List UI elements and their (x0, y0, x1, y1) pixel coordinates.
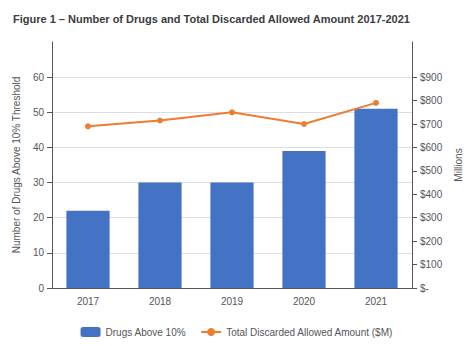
svg-text:Millions: Millions (453, 148, 464, 181)
svg-text:30: 30 (33, 177, 45, 188)
svg-text:$500: $500 (420, 165, 443, 176)
svg-text:2018: 2018 (149, 296, 172, 307)
svg-text:10: 10 (33, 247, 45, 258)
svg-text:$100: $100 (420, 259, 443, 270)
svg-text:$900: $900 (420, 72, 443, 83)
svg-text:50: 50 (33, 107, 45, 118)
svg-text:2019: 2019 (221, 296, 244, 307)
svg-text:$300: $300 (420, 212, 443, 223)
svg-text:$-: $- (420, 283, 429, 294)
svg-text:$700: $700 (420, 119, 443, 130)
svg-text:40: 40 (33, 142, 45, 153)
svg-text:$800: $800 (420, 95, 443, 106)
svg-text:$600: $600 (420, 142, 443, 153)
svg-text:Figure 1 – Number of Drugs and: Figure 1 – Number of Drugs and Total Dis… (13, 13, 410, 25)
svg-text:$200: $200 (420, 236, 443, 247)
svg-text:Drugs Above 10%: Drugs Above 10% (106, 327, 186, 338)
svg-text:$400: $400 (420, 189, 443, 200)
svg-text:0: 0 (38, 283, 44, 294)
svg-text:Number of Drugs Above 10% Thre: Number of Drugs Above 10% Threshold (11, 77, 22, 254)
svg-text:20: 20 (33, 212, 45, 223)
svg-text:60: 60 (33, 72, 45, 83)
svg-text:2017: 2017 (77, 296, 100, 307)
svg-text:Total Discarded Allowed Amount: Total Discarded Allowed Amount ($M) (226, 327, 392, 338)
svg-text:2021: 2021 (365, 296, 388, 307)
svg-text:2020: 2020 (293, 296, 316, 307)
